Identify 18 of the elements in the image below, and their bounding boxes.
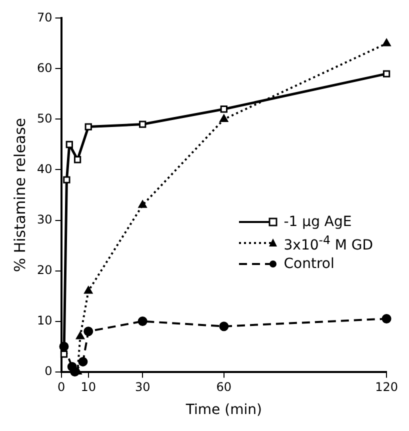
y-tick-label: 40 <box>36 162 52 176</box>
y-tick-label: 30 <box>36 212 52 226</box>
x-tick-label: 60 <box>216 380 232 394</box>
y-tick-label: 20 <box>36 262 52 277</box>
y-tick-label: 10 <box>36 313 52 328</box>
legend-label: 3x10$^{-4}$ M GD <box>284 232 373 255</box>
y-axis-title: % Histamine release <box>10 118 29 272</box>
y-tick-label: 50 <box>36 111 52 126</box>
y-tick-label: 70 <box>36 10 52 24</box>
legend-label: -1 μg AgE <box>284 213 352 231</box>
x-tick-label: 0 <box>57 380 66 394</box>
y-tick-label: 60 <box>36 60 52 75</box>
y-tick-label: 0 <box>44 364 52 378</box>
x-tick-label: 120 <box>375 380 398 394</box>
x-tick-label: 10 <box>80 380 96 394</box>
x-tick-label: 30 <box>134 380 150 394</box>
x-axis-title: Time (min) <box>184 402 262 418</box>
legend-label: Control <box>284 254 334 273</box>
